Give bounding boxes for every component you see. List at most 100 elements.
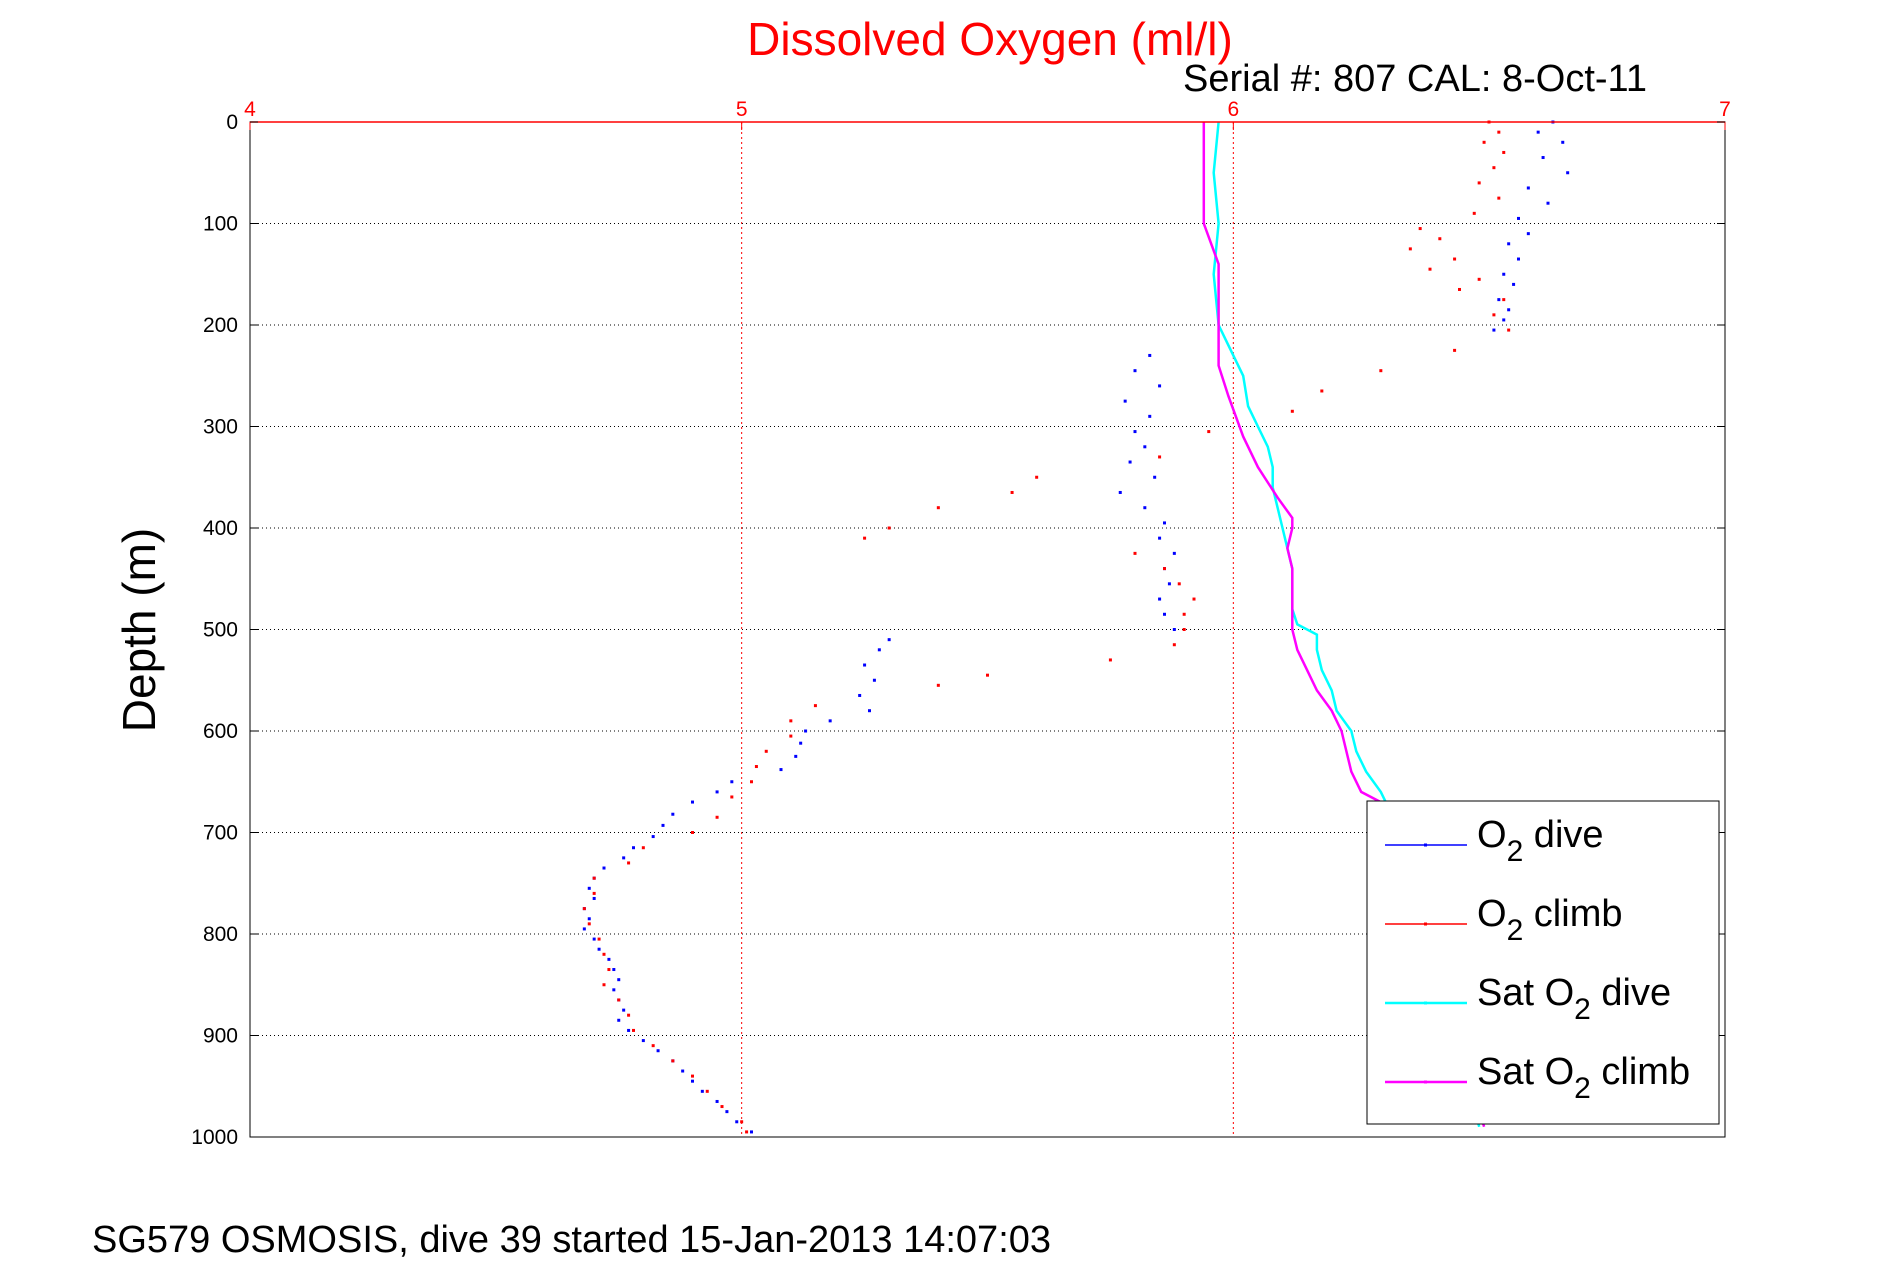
data-point: [1507, 242, 1511, 246]
y-axis-label: Depth (m): [113, 528, 165, 732]
data-point: [1172, 551, 1176, 555]
data-point: [730, 795, 734, 799]
data-point: [617, 978, 621, 982]
data-point: [1497, 130, 1501, 134]
data-point: [582, 907, 586, 911]
data-point: [622, 856, 626, 860]
data-point: [597, 937, 601, 941]
data-point: [1172, 643, 1176, 647]
data-point: [661, 823, 665, 827]
chart-title: Dissolved Oxygen (ml/l): [747, 13, 1233, 65]
data-point: [1163, 567, 1166, 571]
data-point: [1507, 308, 1511, 312]
data-point: [587, 917, 591, 921]
y-tick-label: 700: [203, 822, 238, 845]
data-point: [1502, 272, 1506, 276]
data-point: [612, 968, 616, 972]
data-point: [592, 937, 596, 941]
data-point: [1148, 414, 1152, 418]
data-point: [887, 526, 891, 530]
data-point: [1163, 521, 1166, 525]
data-point: [872, 678, 876, 682]
legend-label: Sat O2 climb: [1477, 1051, 1690, 1105]
data-point: [887, 638, 891, 642]
data-point: [1035, 475, 1039, 479]
data-point: [1207, 430, 1211, 434]
data-point: [1408, 247, 1412, 251]
data-point: [789, 719, 793, 723]
data-point: [936, 506, 940, 510]
data-point: [1517, 216, 1520, 220]
data-point: [1492, 313, 1496, 317]
data-point: [1163, 612, 1166, 616]
data-point: [877, 648, 881, 652]
legend-label-subscript: 2: [1574, 993, 1591, 1026]
data-point: [641, 846, 645, 850]
data-point: [1143, 506, 1147, 510]
data-point: [627, 1013, 631, 1017]
y-tick-label: 800: [203, 923, 238, 946]
data-point: [730, 780, 734, 784]
data-point: [592, 896, 596, 900]
data-point: [1182, 612, 1186, 616]
x-axis-ticks: 4 5 6 7: [244, 98, 1731, 130]
legend-label-rest: dive: [1523, 814, 1603, 856]
data-point: [681, 1069, 685, 1073]
legend-label-base: O: [1477, 814, 1507, 856]
data-point: [691, 831, 694, 834]
data-point: [799, 741, 803, 745]
data-point: [656, 1049, 660, 1053]
data-point: [750, 1130, 753, 1134]
y-tick-label: 1000: [191, 1126, 238, 1149]
data-point: [1458, 287, 1461, 291]
data-point: [1182, 628, 1186, 631]
x-tick-label: 5: [736, 98, 748, 121]
legend-entry: O2 climb: [1385, 893, 1622, 947]
data-point: [671, 812, 675, 816]
data-point: [1517, 257, 1520, 261]
data-point: [1428, 267, 1432, 271]
data-point: [1133, 430, 1137, 434]
legend-label: O2 climb: [1477, 893, 1622, 947]
data-point: [627, 1028, 631, 1032]
data-point: [691, 1074, 694, 1078]
x-tick-label: 7: [1719, 98, 1731, 121]
data-point: [1153, 475, 1157, 479]
data-point: [1566, 171, 1570, 175]
y-axis-ticks: 0 100 200 300 400 500 600 700 800 900 1000: [191, 111, 1725, 1149]
data-point: [715, 815, 719, 819]
data-point: [1541, 156, 1545, 160]
data-point: [1192, 597, 1196, 601]
legend-marker: [1424, 1080, 1427, 1084]
data-point: [1177, 582, 1181, 586]
data-point: [1010, 490, 1014, 494]
legend-label: O2 dive: [1477, 814, 1604, 868]
data-point: [1290, 409, 1294, 413]
series-line: [1202, 122, 1486, 1128]
x-tick-label: 4: [244, 98, 256, 121]
data-point: [1526, 186, 1530, 190]
legend-label-base: Sat O: [1477, 972, 1574, 1014]
data-point: [705, 1089, 709, 1093]
data-point: [651, 1044, 655, 1048]
data-point: [1492, 328, 1496, 332]
data-point: [1453, 348, 1457, 352]
data-point: [632, 846, 635, 850]
legend-label-subscript: 2: [1574, 1072, 1591, 1105]
data-point: [632, 1028, 635, 1032]
data-point: [1167, 582, 1171, 586]
data-point: [607, 957, 611, 961]
y-tick-label: 100: [203, 213, 238, 236]
data-point: [1158, 597, 1162, 601]
data-point: [986, 673, 989, 677]
data-point: [1108, 658, 1112, 662]
data-point: [617, 998, 621, 1002]
data-point: [582, 927, 586, 931]
y-tick-label: 0: [226, 111, 238, 134]
data-point: [1133, 369, 1137, 373]
data-point: [1526, 232, 1530, 236]
chart-subtitle: Serial #: 807 CAL: 8-Oct-11: [1183, 58, 1647, 100]
y-tick-label: 200: [203, 314, 238, 337]
y-tick-label: 500: [203, 619, 238, 642]
